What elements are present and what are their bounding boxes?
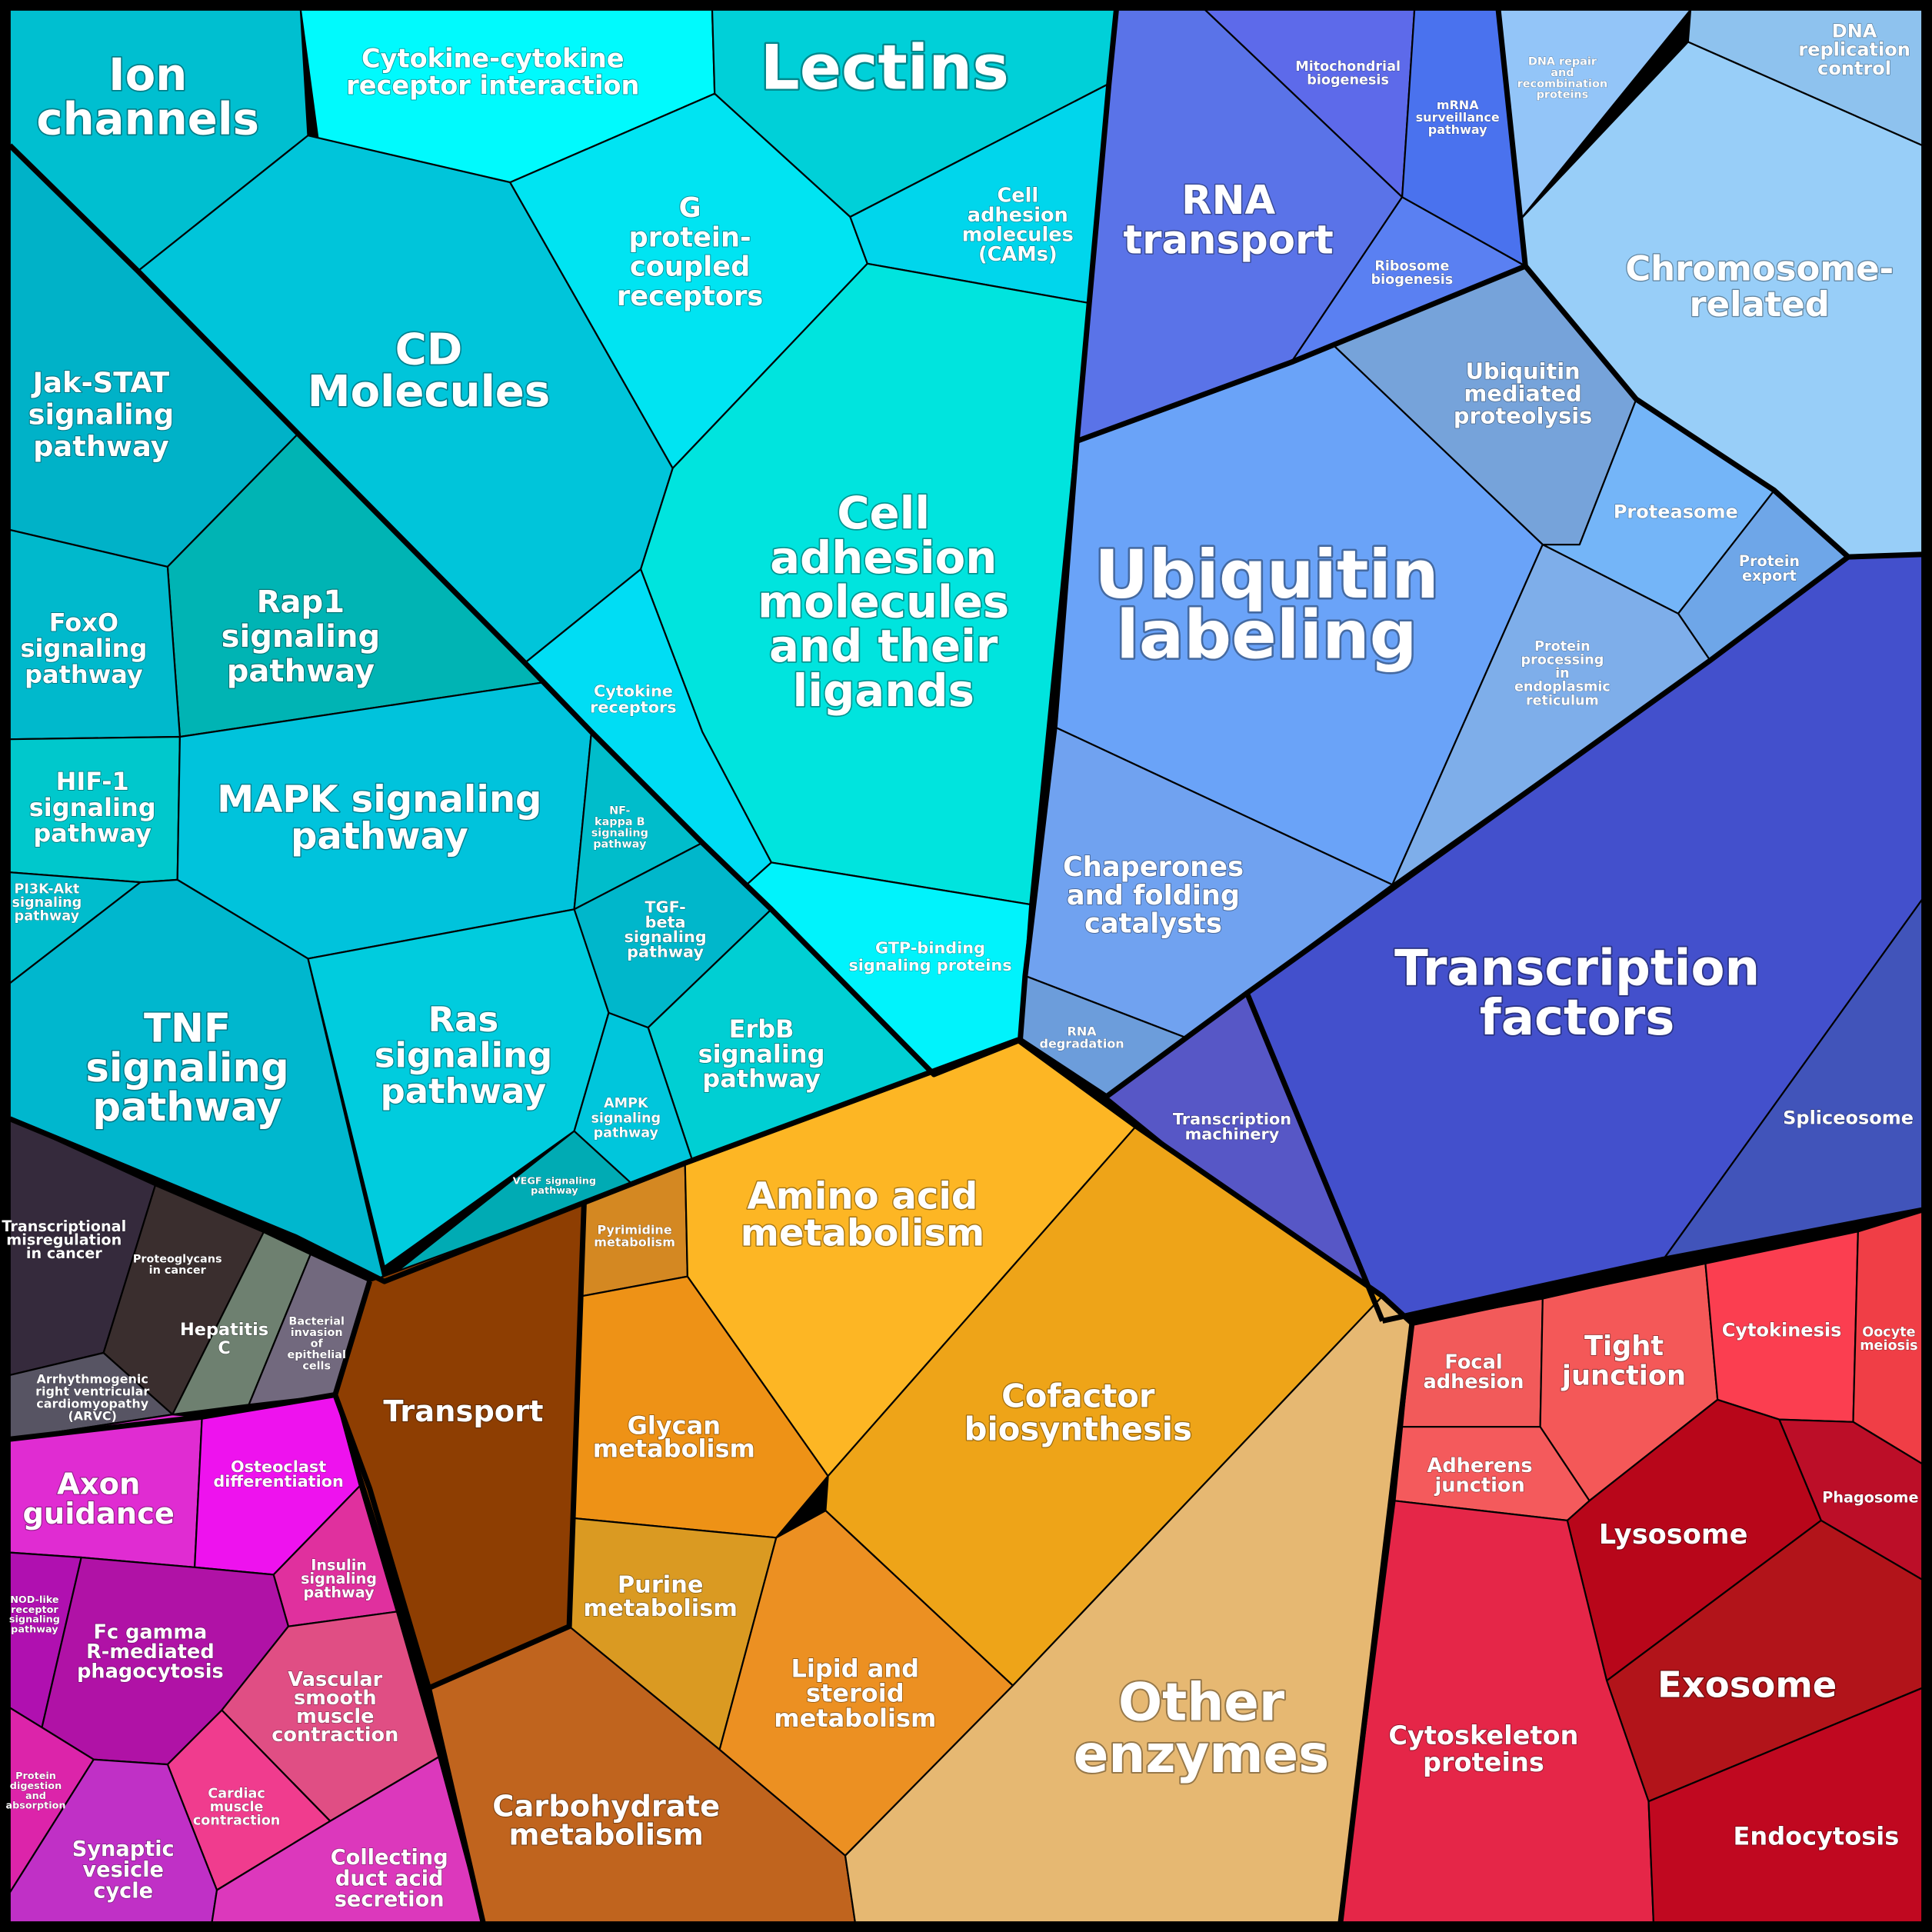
region-label-spliceosome: Spliceosome <box>1783 1108 1914 1129</box>
region-label-rap1-signaling-pathway: Rap1 signaling pathway <box>222 585 381 689</box>
region-label-cell-adhesion-molecules-cams: Cell adhesion molecules (CAMs) <box>962 184 1074 266</box>
region-label-ampk-signaling-pathway: AMPK signaling pathway <box>591 1096 661 1141</box>
region-label-lipid-and-steroid-metabolism: Lipid and steroid metabolism <box>774 1654 936 1733</box>
region-label-insulin-signaling-pathway: Insulin signaling pathway <box>301 1557 377 1601</box>
region-label-amino-acid-metabolism: Amino acid metabolism <box>741 1174 984 1254</box>
group-border-line <box>1337 1323 1415 1923</box>
region-label-purine-metabolism: Purine metabolism <box>583 1571 738 1621</box>
group-border-line <box>1495 9 1528 267</box>
region-label-mrna-surveillance-pathway: mRNA surveillance pathway <box>1416 98 1500 137</box>
region-label-hif-1-signaling-pathway: HIF-1 signaling pathway <box>29 767 156 848</box>
region-label-proteasome: Proteasome <box>1614 501 1738 523</box>
region-label-dna-repair-and-recombination-proteins: DNA repair and recombination proteins <box>1517 56 1607 102</box>
region-label-ubiquitin-mediated-proteolysis: Ubiquitin mediated proteolysis <box>1454 358 1592 429</box>
region-label-cytokine-cytokine-receptor-interaction: Cytokine-cytokine receptor interaction <box>346 43 639 100</box>
region-label-cytokine-receptors: Cytokine receptors <box>590 681 677 716</box>
region-collecting-duct-acid-secretion <box>211 1756 485 1924</box>
region-label-other-enzymes: Other enzymes <box>1074 1673 1329 1784</box>
region-label-foxo-signaling-pathway: FoxO signaling pathway <box>20 608 147 689</box>
region-label-hepatitis-c: Hepatitis C <box>180 1320 268 1358</box>
region-cells <box>8 8 1924 1924</box>
region-label-tight-junction: Tight junction <box>1561 1331 1686 1392</box>
region-label-ras-signaling-pathway: Ras signaling pathway <box>375 999 552 1111</box>
region-label-ion-channels: Ion channels <box>36 48 259 145</box>
group-border-line <box>1018 990 1385 1322</box>
region-label-bacterial-invasion-of-epithelial-cells: Bacterial invasion of epithelial cells <box>288 1316 346 1373</box>
region-label-chromosome-related: Chromosome-related <box>1625 248 1894 325</box>
region-label-transcription-factors: Transcription factors <box>1394 941 1760 1047</box>
region-label-protein-digestion-and-absorption: Protein digestion and absorption <box>5 1770 65 1811</box>
region-label-tgf-beta-signaling-pathway: TGF-beta signaling pathway <box>625 898 707 961</box>
region-label-proteoglycans-in-cancer: Proteoglycans in cancer <box>133 1254 222 1277</box>
region-label-pyrimidine-metabolism: Pyrimidine metabolism <box>594 1223 675 1250</box>
region-label-mitochondrial-biogenesis: Mitochondrial biogenesis <box>1295 59 1401 88</box>
region-label-exosome: Exosome <box>1657 1664 1837 1706</box>
region-labels: Ion channels Cytokine-cytokine receptor int… <box>2 20 1919 1912</box>
region-label-axon-guidance: Axon guidance <box>22 1467 174 1531</box>
group-border-line <box>8 1037 1414 1326</box>
region-endocytosis <box>1647 1687 1924 1924</box>
region-label-osteoclast-differentiation: Osteoclast differentiation <box>213 1457 343 1491</box>
region-label-adherens-junction: Adherens junction <box>1427 1454 1533 1497</box>
region-label-vegf-signaling-pathway: VEGF signaling pathway <box>513 1175 596 1197</box>
region-label-erbb-signaling-pathway: ErbB signaling pathway <box>698 1014 825 1093</box>
region-label-vascular-smooth-muscle-contraction: Vascular smooth muscle contraction <box>271 1668 398 1747</box>
group-border-line <box>8 9 1119 1078</box>
region-label-chaperones-and-folding-catalysts: Chaperones and folding catalysts <box>1063 851 1244 940</box>
region-label-collecting-duct-acid-secretion: Collecting duct acid secretion <box>331 1846 448 1911</box>
region-label-mapk-signaling-pathway: MAPK signaling pathway <box>217 778 541 858</box>
region-label-ubiquitin-labeling: Ubiquitin labeling <box>1094 537 1439 675</box>
group-border-line <box>1411 1207 1924 1327</box>
region-label-cell-adhesion-molecules-and-their-ligands: Cell adhesion molecules and their ligands <box>758 487 1009 717</box>
group-border-line <box>428 1202 587 1691</box>
region-label-gtp-binding-signaling-proteins: GTP-binding signaling proteins <box>848 939 1011 974</box>
region-label-phagosome: Phagosome <box>1822 1488 1918 1506</box>
region-label-endocytosis: Endocytosis <box>1734 1822 1900 1851</box>
region-label-synaptic-vesicle-cycle: Synaptic vesicle cycle <box>72 1837 175 1903</box>
region-label-arrhythmogenic-right-ventricular-cardiomyopathy-arvc: Arrhythmogenic right ventricular cardiomyo… <box>35 1372 149 1424</box>
group-border-line <box>1381 1207 1923 1324</box>
region-label-cofactor-biosynthesis: Cofactor biosynthesis <box>964 1377 1192 1447</box>
region-label-rna-transport: RNA transport <box>1124 178 1334 263</box>
region-label-transport: Transport <box>383 1394 543 1429</box>
region-label-cytoskeleton-proteins: Cytoskeleton proteins <box>1388 1720 1578 1777</box>
region-label-cytokinesis: Cytokinesis <box>1722 1319 1842 1341</box>
group-border-line <box>1245 555 1850 996</box>
region-label-nod-like-receptor-signaling-pathway: NOD-like receptor signaling pathway <box>9 1594 60 1635</box>
region-label-cd-molecules: CD Molecules <box>308 325 550 417</box>
region-label-fc-gamma-r-mediated-phagocytosis: Fc gamma R-mediated phagocytosis <box>77 1621 224 1683</box>
region-label-transcription-machinery: Transcription machinery <box>1173 1110 1291 1143</box>
region-label-protein-export: Protein export <box>1739 552 1800 585</box>
region-label-lysosome: Lysosome <box>1599 1519 1748 1551</box>
region-label-rna-degradation: RNA degradation <box>1039 1024 1124 1051</box>
group-border-line <box>9 1281 372 1442</box>
region-label-carbohydrate-metabolism: Carbohydrate metabolism <box>492 1790 720 1853</box>
region-label-jak-stat-signaling-pathway: Jak-STAT signaling pathway <box>28 366 175 463</box>
region-label-pi3k-akt-signaling-pathway: PI3K-Akt signaling pathway <box>12 881 82 924</box>
region-label-cardiac-muscle-contraction: Cardiac muscle contraction <box>193 1786 280 1828</box>
region-label-oocyte-meiosis: Oocyte meiosis <box>1860 1324 1917 1354</box>
region-label-focal-adhesion: Focal adhesion <box>1424 1351 1524 1394</box>
region-label-protein-processing-in-endoplasmic-reticulum: Protein processing in endoplasmic reticulum <box>1514 639 1611 709</box>
region-label-tnf-signaling-pathway: TNF signaling pathway <box>85 1006 288 1131</box>
region-label-ribosome-biogenesis: Ribosome biogenesis <box>1371 259 1454 288</box>
region-label-glycan-metabolism: Glycan metabolism <box>593 1411 755 1463</box>
group-border-line <box>332 1394 486 1923</box>
region-label-lectins: Lectins <box>761 32 1009 103</box>
region-label-dna-replication-control: DNA replication control <box>1798 21 1910 79</box>
region-label-transcriptional-misregulation-in-cancer: Transcriptional misregulation in cancer <box>2 1217 126 1262</box>
